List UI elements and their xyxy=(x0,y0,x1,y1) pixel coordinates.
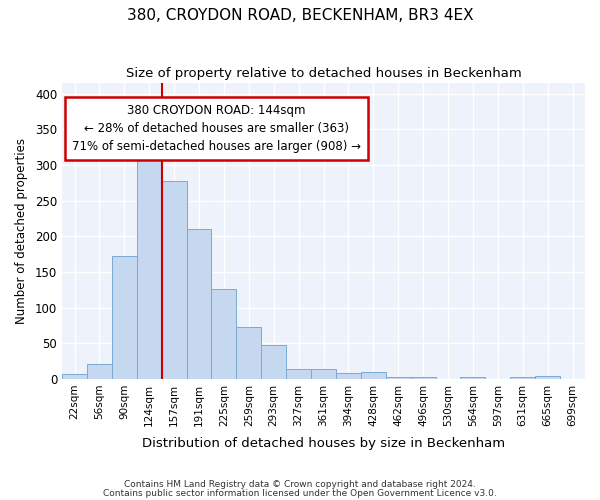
Bar xyxy=(410,378,436,379)
Bar xyxy=(286,369,311,379)
Bar xyxy=(211,289,236,379)
Bar xyxy=(386,377,410,379)
Text: 380 CROYDON ROAD: 144sqm
← 28% of detached houses are smaller (363)
71% of semi-: 380 CROYDON ROAD: 144sqm ← 28% of detach… xyxy=(72,104,361,153)
Bar xyxy=(137,158,161,379)
Bar xyxy=(261,344,286,379)
Text: Contains HM Land Registry data © Crown copyright and database right 2024.: Contains HM Land Registry data © Crown c… xyxy=(124,480,476,489)
X-axis label: Distribution of detached houses by size in Beckenham: Distribution of detached houses by size … xyxy=(142,437,505,450)
Bar xyxy=(460,378,485,379)
Bar xyxy=(87,364,112,379)
Bar xyxy=(236,327,261,379)
Bar xyxy=(311,369,336,379)
Title: Size of property relative to detached houses in Beckenham: Size of property relative to detached ho… xyxy=(125,68,521,80)
Bar xyxy=(336,373,361,379)
Text: 380, CROYDON ROAD, BECKENHAM, BR3 4EX: 380, CROYDON ROAD, BECKENHAM, BR3 4EX xyxy=(127,8,473,22)
Bar xyxy=(62,374,87,379)
Bar xyxy=(361,372,386,379)
Bar xyxy=(535,376,560,379)
Bar xyxy=(510,377,535,379)
Bar xyxy=(161,182,187,379)
Text: Contains public sector information licensed under the Open Government Licence v3: Contains public sector information licen… xyxy=(103,488,497,498)
Y-axis label: Number of detached properties: Number of detached properties xyxy=(15,138,28,324)
Bar xyxy=(187,229,211,379)
Bar xyxy=(112,256,137,379)
